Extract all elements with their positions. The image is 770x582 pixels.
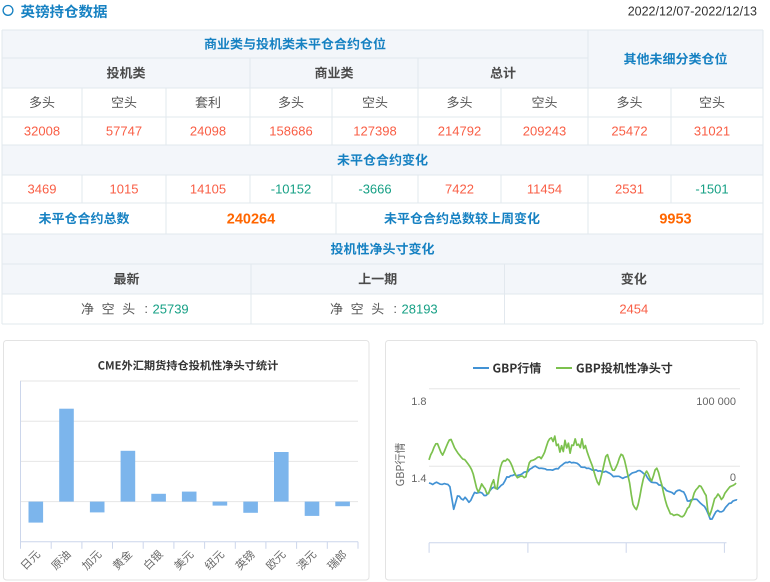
svg-text:209243: 209243 bbox=[523, 124, 566, 139]
svg-text:24098: 24098 bbox=[190, 124, 226, 139]
svg-text:1015: 1015 bbox=[110, 182, 139, 197]
svg-text:25472: 25472 bbox=[611, 124, 647, 139]
svg-text:2022/12/07-2022/12/13: 2022/12/07-2022/12/13 bbox=[628, 5, 757, 19]
svg-text::: : bbox=[144, 301, 148, 316]
svg-text:25739: 25739 bbox=[153, 302, 189, 317]
svg-text:9953: 9953 bbox=[659, 212, 691, 228]
svg-text:1.8: 1.8 bbox=[411, 396, 426, 408]
svg-text:57747: 57747 bbox=[106, 124, 142, 139]
svg-text:28193: 28193 bbox=[402, 302, 438, 317]
svg-text:214792: 214792 bbox=[438, 124, 481, 139]
svg-text:11454: 11454 bbox=[527, 182, 562, 197]
svg-text:240264: 240264 bbox=[227, 212, 275, 228]
svg-text:3469: 3469 bbox=[28, 182, 57, 197]
svg-text:127398: 127398 bbox=[353, 124, 396, 139]
svg-text:32008: 32008 bbox=[24, 124, 60, 139]
svg-text:1.4: 1.4 bbox=[411, 473, 426, 485]
svg-text:0: 0 bbox=[730, 472, 736, 484]
svg-text:-10152: -10152 bbox=[271, 182, 311, 197]
svg-text:31021: 31021 bbox=[694, 124, 730, 139]
svg-text:7422: 7422 bbox=[445, 182, 474, 197]
svg-text:-3666: -3666 bbox=[358, 182, 391, 197]
svg-text:2531: 2531 bbox=[615, 182, 644, 197]
svg-text:14105: 14105 bbox=[190, 182, 226, 197]
svg-text:100 000: 100 000 bbox=[696, 396, 736, 408]
svg-text:-1501: -1501 bbox=[695, 182, 728, 197]
svg-text::: : bbox=[393, 301, 397, 316]
svg-text:2454: 2454 bbox=[619, 302, 648, 317]
svg-text:158686: 158686 bbox=[269, 124, 312, 139]
